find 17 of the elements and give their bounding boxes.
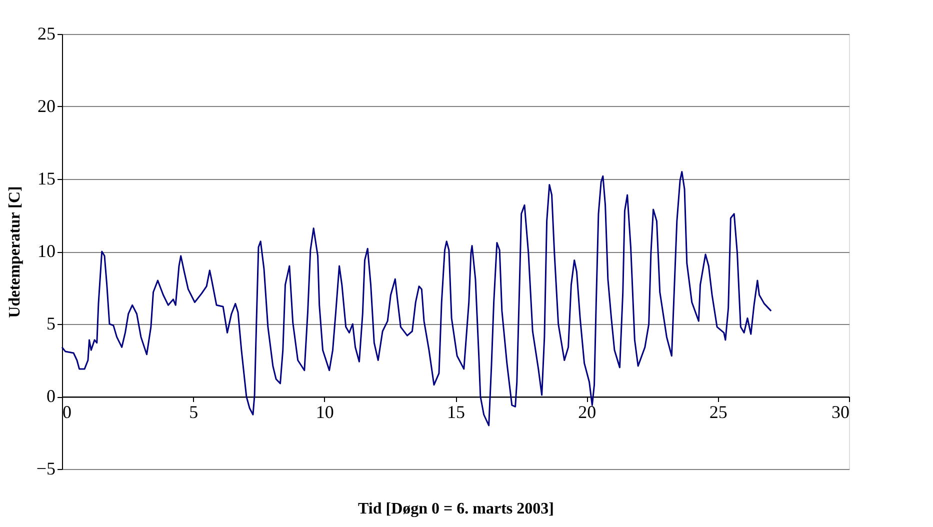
x-axis-title: Tid [Døgn 0 = 6. marts 2003] — [358, 500, 554, 518]
x-tick-label: 30 — [832, 402, 850, 422]
x-tick-label: 15 — [447, 402, 465, 422]
y-tick-label: −5 — [36, 458, 56, 478]
y-tick-label: 0 — [46, 386, 56, 406]
line-series — [61, 171, 772, 426]
y-tick-label: 10 — [38, 241, 56, 261]
x-tick-label: 5 — [189, 402, 198, 422]
y-tick-label: 20 — [38, 96, 56, 116]
x-tick-label: 25 — [709, 402, 728, 422]
y-tick-label: 5 — [46, 314, 56, 334]
x-tick-label: 10 — [316, 402, 334, 422]
y-tick-label: 25 — [38, 24, 56, 44]
y-tick-label: 15 — [38, 168, 56, 188]
x-tick-label: 0 — [62, 402, 72, 422]
y-axis-title: Udetemperatur [C] — [6, 186, 24, 318]
x-tick-label: 20 — [578, 402, 596, 422]
